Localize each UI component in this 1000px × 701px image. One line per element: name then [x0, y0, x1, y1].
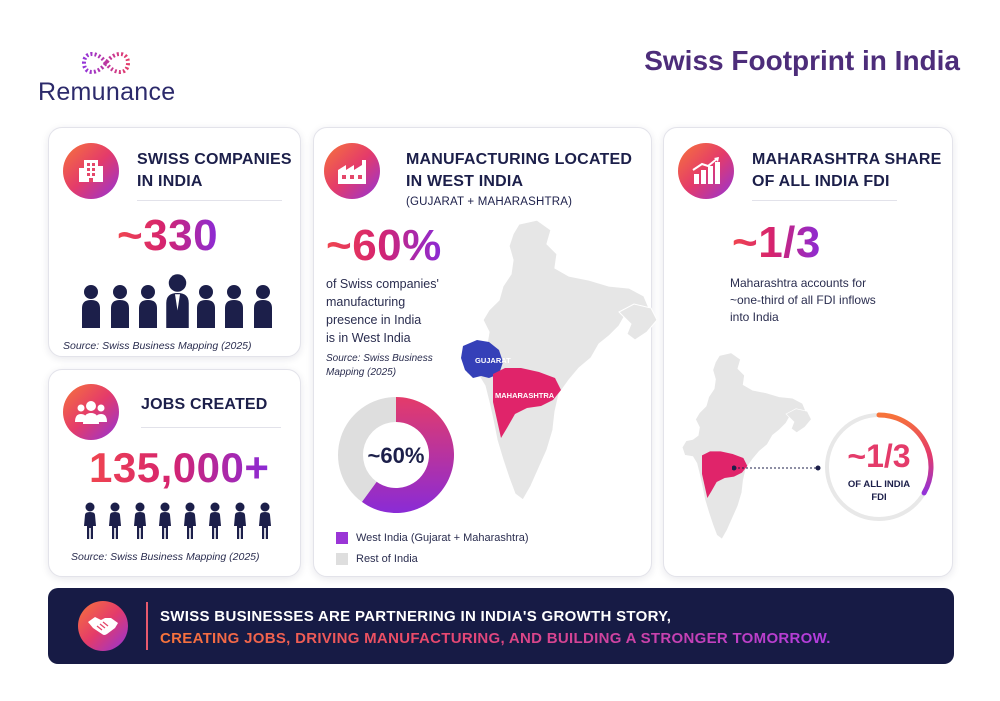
infinity-logo-icon	[81, 52, 131, 74]
worker-icon	[183, 502, 197, 545]
companies-heading-line1: SWISS COMPANIES	[137, 151, 292, 168]
handshake-icon	[78, 601, 128, 651]
west-india-donut-chart: ~60%	[338, 397, 454, 513]
card-manufacturing: MANUFACTURING LOCATED IN WEST INDIA (GUJ…	[313, 127, 658, 577]
worker-icon	[233, 502, 247, 545]
manufacturing-source-line: Mapping (2025)	[326, 367, 397, 378]
maharashtra-desc-line: Maharashtra accounts for	[730, 276, 867, 290]
legend-label: West India (Gujarat + Maharashtra)	[356, 532, 529, 544]
donut-slice-rest-of-india	[338, 397, 396, 502]
manufacturing-description: of Swiss companies' manufacturing presen…	[326, 275, 439, 347]
worker-icon	[158, 502, 172, 545]
fdi-ring-chart: ~1/3 OF ALL INDIA FDI	[825, 412, 934, 521]
manufacturing-heading-line2: IN WEST INDIA	[406, 173, 524, 190]
growth-chart-icon	[678, 143, 734, 199]
jobs-divider	[141, 427, 281, 428]
worker-icon	[133, 502, 147, 545]
companies-source: Source: Swiss Business Mapping (2025)	[63, 340, 252, 352]
northeast-small-outline	[785, 408, 812, 434]
card-swiss-companies: SWISS COMPANIES IN INDIA ~330 Source: Sw…	[48, 127, 301, 357]
page-title: Swiss Footprint in India	[644, 45, 960, 76]
donut-center-label: ~60%	[368, 443, 425, 468]
ring-caption-line2: FDI	[871, 492, 886, 503]
person-icon	[196, 284, 216, 333]
donut-slice-west-india	[361, 397, 454, 513]
jobs-heading: JOBS CREATED	[141, 396, 268, 413]
gujarat-region	[461, 340, 503, 378]
people-figures	[77, 270, 277, 328]
worker-icon	[258, 502, 272, 545]
brand-name: Remunance	[38, 78, 176, 106]
india-map-small	[681, 352, 812, 541]
maharashtra-heading: MAHARASHTRA SHARE OF ALL INDIA FDI	[752, 149, 941, 193]
maharashtra-label: MAHARASHTRA	[495, 391, 555, 400]
maharashtra-small-region	[702, 451, 748, 498]
legend-item-west-india: West India (Gujarat + Maharashtra)	[336, 532, 529, 544]
maharashtra-value: ~1/3	[732, 218, 821, 267]
person-icon	[253, 284, 273, 333]
manufacturing-desc-line: manufacturing	[326, 295, 406, 309]
person-icon	[81, 284, 101, 333]
manufacturing-heading: MANUFACTURING LOCATED IN WEST INDIA	[406, 149, 632, 193]
india-map: GUJARAT MAHARASHTRA	[461, 219, 658, 501]
ring-caption-line1: OF ALL INDIA	[848, 479, 910, 490]
maharashtra-region	[493, 368, 561, 438]
person-icon	[138, 284, 158, 333]
footer-banner: SWISS BUSINESSES ARE PARTNERING IN INDIA…	[48, 588, 954, 664]
ring-value: ~1/3	[847, 438, 910, 474]
jobs-source: Source: Swiss Business Mapping (2025)	[71, 551, 260, 563]
maharashtra-divider	[752, 200, 897, 201]
banner-line2: CREATING JOBS, DRIVING MANUFACTURING, AN…	[160, 630, 831, 647]
northeast-outline	[618, 303, 658, 341]
companies-value: ~330	[117, 211, 219, 260]
manufacturing-subheading: (GUJARAT + MAHARASHTRA)	[406, 196, 573, 208]
companies-heading-line2: IN INDIA	[137, 173, 203, 190]
maharashtra-heading-line2: OF ALL INDIA FDI	[752, 173, 890, 190]
building-icon	[63, 143, 119, 199]
connector-line	[732, 465, 821, 471]
gujarat-label: GUJARAT	[475, 356, 511, 365]
manufacturing-desc-line: presence in India	[326, 313, 422, 327]
companies-heading: SWISS COMPANIES IN INDIA	[137, 149, 292, 193]
worker-icon	[83, 502, 97, 545]
banner-separator	[146, 602, 148, 650]
card-maharashtra-fdi: MAHARASHTRA SHARE OF ALL INDIA FDI ~1/3 …	[663, 127, 953, 577]
manufacturing-heading-line1: MANUFACTURING LOCATED	[406, 151, 633, 168]
worker-icon	[208, 502, 222, 545]
manufacturing-source: Source: Swiss Business Mapping (2025)	[326, 352, 433, 380]
legend-label: Rest of India	[356, 553, 418, 565]
manufacturing-desc-line: is in West India	[326, 331, 411, 345]
legend-swatch-west-india	[336, 532, 348, 544]
companies-divider	[137, 200, 282, 201]
ring-progress-arc	[876, 412, 934, 496]
person-icon	[224, 284, 244, 333]
maharashtra-desc-line: ~one-third of all FDI inflows	[730, 293, 876, 307]
legend-swatch-rest-of-india	[336, 553, 348, 565]
india-map-outline	[462, 219, 650, 501]
people-group-icon	[63, 384, 119, 440]
card-jobs: JOBS CREATED 135,000+ Source: Swiss Busi…	[48, 369, 301, 577]
factory-icon	[324, 143, 380, 199]
maharashtra-description: Maharashtra accounts for ~one-third of a…	[730, 275, 876, 326]
business-person-icon	[165, 273, 190, 333]
maharashtra-heading-line1: MAHARASHTRA SHARE	[752, 151, 942, 168]
worker-figures	[77, 500, 277, 542]
worker-icon	[108, 502, 122, 545]
person-icon	[110, 284, 130, 333]
manufacturing-desc-line: of Swiss companies'	[326, 277, 439, 291]
legend-item-rest-of-india: Rest of India	[336, 553, 418, 565]
maharashtra-desc-line: into India	[730, 310, 779, 324]
india-map-small-outline	[681, 352, 807, 541]
brand-logo: Remunance	[38, 48, 188, 108]
jobs-value: 135,000+	[89, 444, 270, 491]
manufacturing-value: ~60%	[326, 221, 442, 270]
manufacturing-source-line: Source: Swiss Business	[326, 353, 433, 364]
banner-line1: SWISS BUSINESSES ARE PARTNERING IN INDIA…	[160, 608, 672, 625]
